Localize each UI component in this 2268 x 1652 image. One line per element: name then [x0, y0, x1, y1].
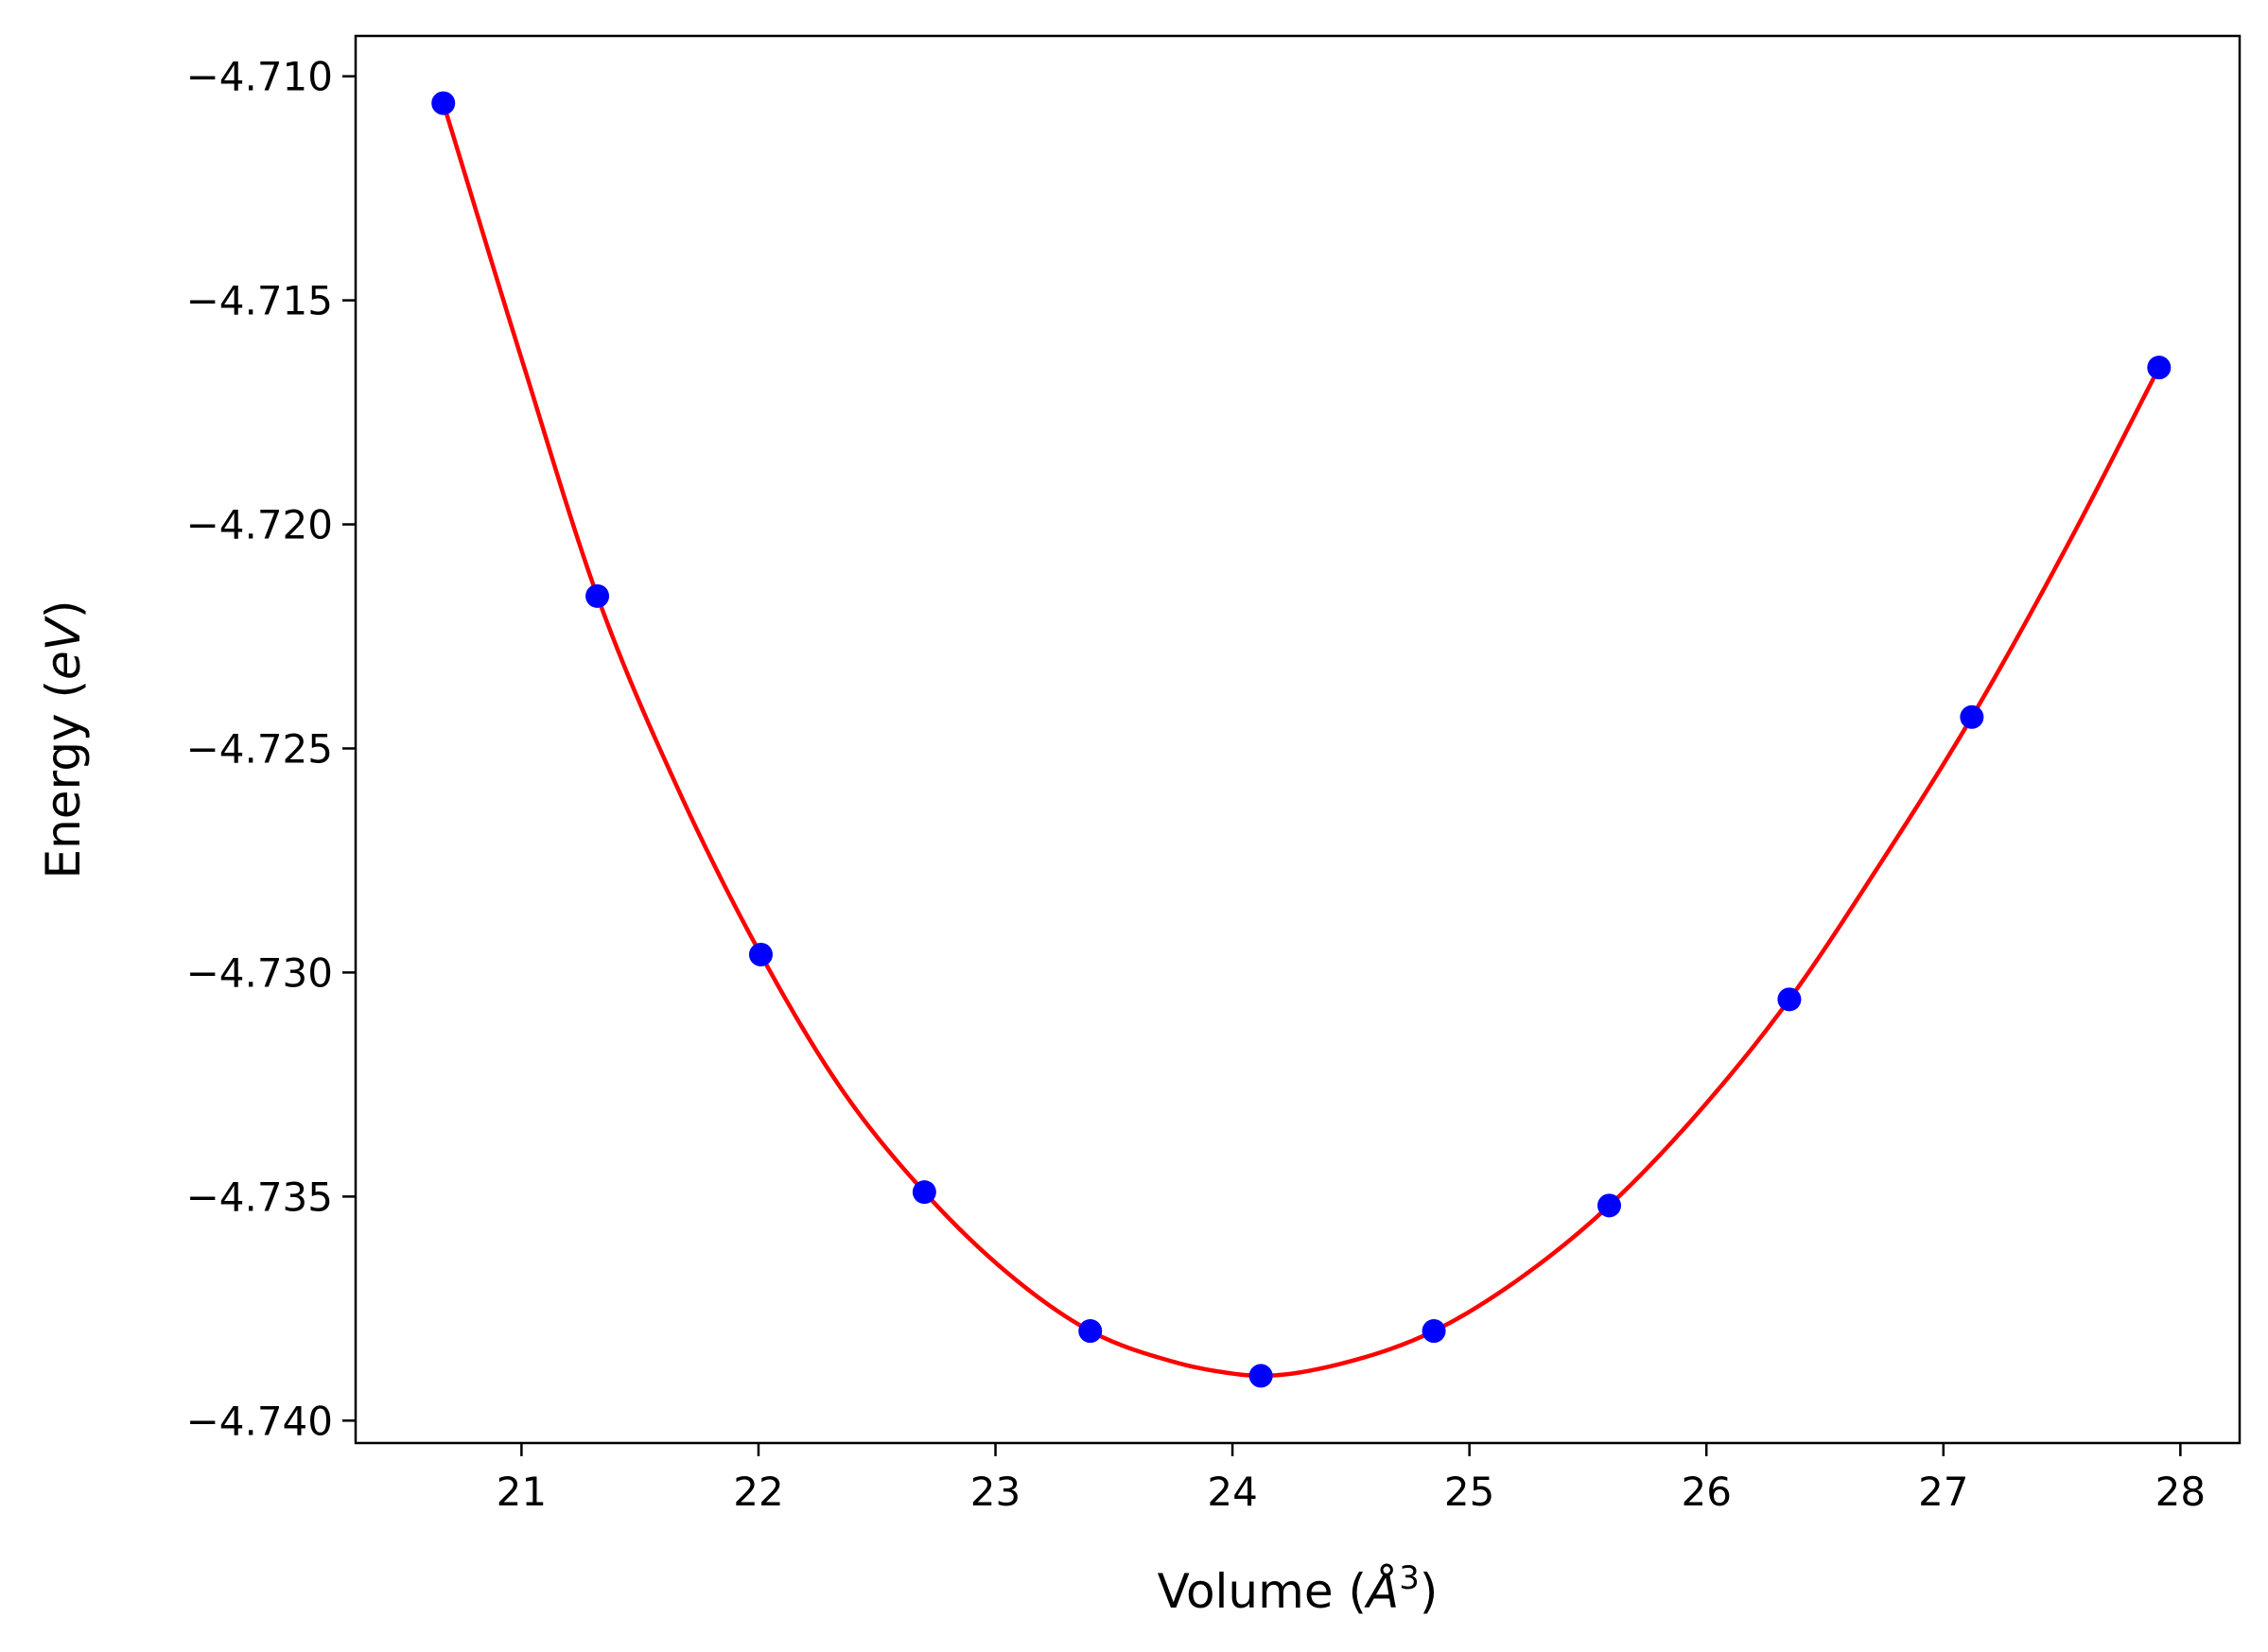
y-tick-label: −4.730	[186, 949, 333, 996]
data-point	[2147, 356, 2172, 380]
x-axis: 21 22 23 24 25 26 27 28	[497, 1443, 2206, 1515]
x-tick-label: 25	[1444, 1469, 1494, 1515]
x-tick-label: 24	[1207, 1469, 1257, 1515]
y-tick-label: −4.720	[186, 502, 333, 548]
x-tick-label: 22	[733, 1469, 783, 1515]
data-point	[1422, 1319, 1446, 1344]
y-tick-label: −4.725	[186, 725, 333, 772]
data-points-layer	[431, 91, 2172, 1388]
y-tick-label: −4.740	[186, 1398, 333, 1444]
x-axis-label-exponent: 3	[1399, 1559, 1420, 1597]
y-axis: −4.710 −4.715 −4.720 −4.725 −4.730 −4.735 −4.7…	[186, 54, 356, 1444]
plot-area-background	[356, 36, 2240, 1443]
data-point	[1248, 1364, 1273, 1388]
x-tick-label: 23	[970, 1469, 1021, 1515]
x-tick-label: 27	[1918, 1469, 1968, 1515]
data-point	[431, 91, 456, 115]
y-tick-label: −4.710	[186, 54, 333, 100]
x-axis-label-unit: Å	[1364, 1564, 1399, 1619]
data-point	[1596, 1193, 1621, 1218]
data-point	[1960, 704, 1984, 729]
data-point	[748, 942, 773, 966]
y-axis-label-suffix: )	[36, 600, 91, 619]
fit-curve	[441, 100, 2162, 1379]
y-tick-label: −4.715	[186, 278, 333, 324]
x-axis-label-suffix: )	[1420, 1564, 1439, 1619]
data-point	[1777, 987, 1802, 1012]
data-point	[1078, 1319, 1103, 1344]
data-point	[585, 583, 610, 608]
plot-frame	[354, 34, 2242, 1445]
x-axis-label: Volume (Å3)	[1158, 1559, 1439, 1619]
x-tick-label: 21	[497, 1469, 547, 1515]
x-axis-label-prefix: Volume (	[1158, 1564, 1367, 1619]
y-axis-label-unit: eV	[36, 615, 91, 680]
x-tick-label: 28	[2155, 1469, 2206, 1515]
y-axis-label: Energy (eV)	[36, 600, 91, 879]
fit-curve-layer	[441, 100, 2162, 1379]
x-tick-label: 26	[1681, 1469, 1731, 1515]
y-tick-label: −4.735	[186, 1174, 333, 1220]
data-point	[912, 1180, 936, 1205]
y-axis-label-prefix: Energy (	[36, 680, 91, 878]
